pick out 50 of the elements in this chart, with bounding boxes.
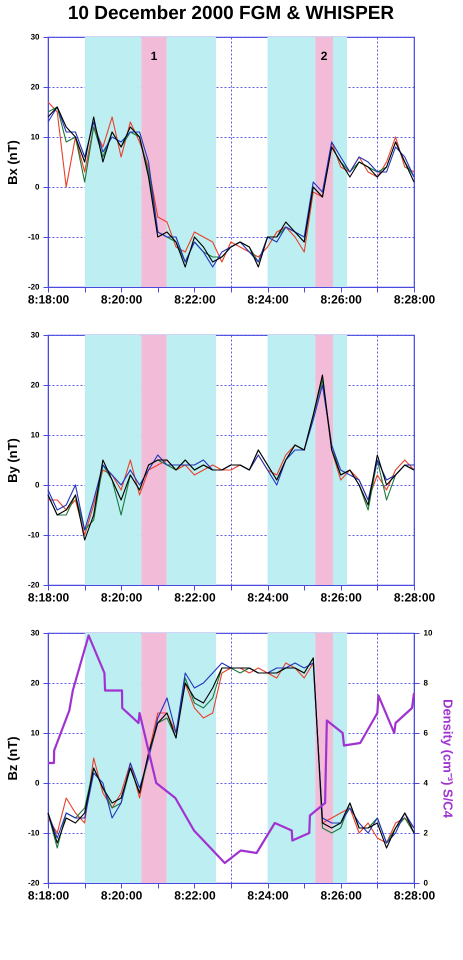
x-tick-label: 8:20:00 [100,292,143,306]
x-tick-label: 8:28:00 [394,292,436,306]
y2-tick-label: 6 [424,728,428,738]
y2-tick-label: 8 [424,678,428,688]
x-tick-label: 8:22:00 [174,590,216,604]
y-tick-label: -20 [28,580,40,590]
band-label: 1 [150,49,158,63]
y2-axis-title: Density (cm⁻³) S/C4 [440,699,456,819]
y-tick-label: 10 [30,728,40,738]
y-tick-label: 0 [35,480,40,490]
y-tick-label: -10 [28,828,40,838]
x-tick-label: 8:20:00 [100,590,143,604]
x-tick-label: 8:18:00 [28,590,70,604]
y-tick-label: 10 [30,132,40,142]
y-tick-label: 30 [30,330,40,340]
line-series [46,634,416,864]
y2-tick-label: 10 [424,628,433,638]
x-tick-label: 8:22:00 [174,292,216,306]
chart-title: 10 December 2000 FGM & WHISPER [68,3,394,24]
x-tick-label: 8:24:00 [247,590,290,604]
y2-tick-label: 4 [424,778,428,788]
y-tick-label: 0 [35,778,40,788]
y-tick-label: -20 [28,282,40,292]
x-tick-label: 8:18:00 [28,888,70,902]
x-tick-label: 8:28:00 [394,590,436,604]
y-axis-title: Bz (nT) [4,736,20,781]
y-axis-title: By (nT) [4,438,20,483]
y-tick-label: 20 [30,82,40,92]
x-tick-label: 8:22:00 [174,888,216,902]
y2-tick-label: 2 [424,828,428,838]
y-tick-label: 10 [30,430,40,440]
y-tick-label: 20 [30,678,40,688]
x-tick-label: 8:26:00 [320,888,362,902]
x-tick-label: 8:28:00 [394,888,436,902]
x-tick-label: 8:26:00 [320,292,362,306]
y2-tick-label: 0 [424,878,428,888]
y-tick-label: -10 [28,232,40,242]
y-tick-label: -20 [28,878,40,888]
x-tick-label: 8:18:00 [28,292,70,306]
y-tick-label: 30 [30,32,40,42]
x-tick-label: 8:20:00 [100,888,143,902]
x-tick-label: 8:24:00 [247,292,290,306]
band-label: 2 [320,49,328,63]
y-tick-label: 20 [30,380,40,390]
x-tick-label: 8:24:00 [247,888,290,902]
x-tick-label: 8:26:00 [320,590,362,604]
y-tick-label: -10 [28,530,40,540]
y-tick-label: 30 [30,628,40,638]
y-tick-label: 0 [35,182,40,192]
y-axis-title: Bx (nT) [4,140,20,185]
